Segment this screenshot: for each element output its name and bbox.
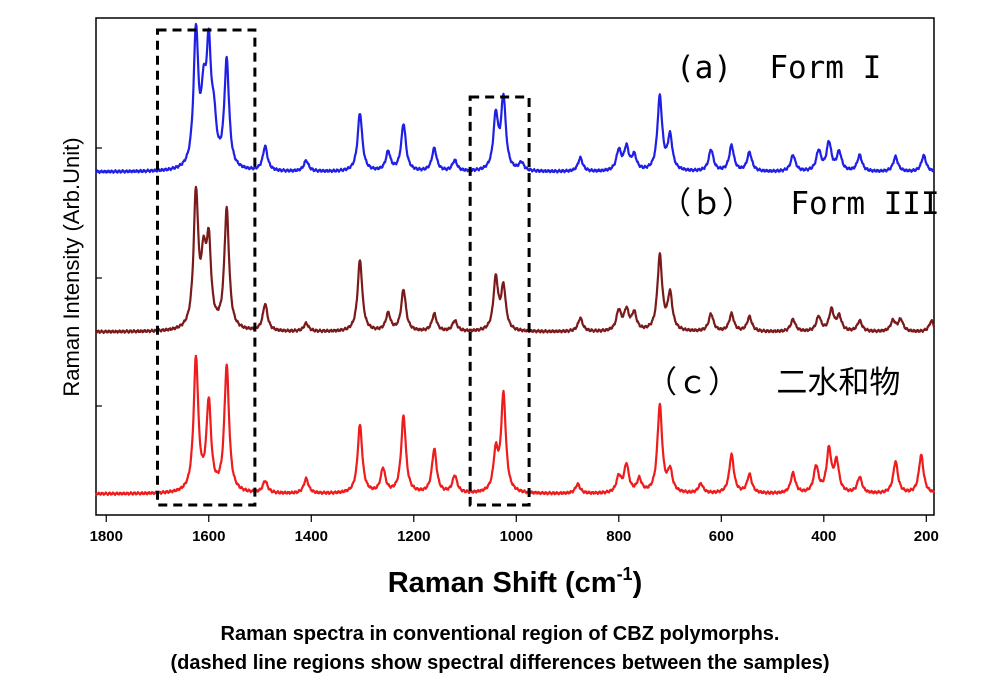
series-line-1 [95, 22, 935, 174]
x-tick-label: 400 [811, 528, 836, 545]
caption-line-2: (dashed line regions show spectral diffe… [170, 652, 830, 674]
highlight-regions [156, 28, 531, 507]
plot-frame [95, 17, 935, 516]
x-axis: 1800 1600 1400 1200 1000 800 600 400 200 [90, 515, 939, 545]
highlight-box-1 [156, 28, 257, 507]
x-tick-label: 800 [606, 528, 631, 545]
y-axis-ticks [96, 147, 102, 407]
highlight-box-2 [468, 95, 531, 507]
x-tick-label: 1400 [295, 528, 328, 545]
series-label-3: （ｃ） 二水和物 [646, 365, 900, 401]
x-tick-label: 1600 [192, 528, 225, 545]
series-labels: (a) Form I （ｂ） Form III （ｃ） 二水和物 [646, 50, 940, 401]
raman-chart: 1800 1600 1400 1200 1000 800 600 400 200 (a) For… [59, 17, 940, 599]
x-axis-title: Raman Shift (cm-1) [388, 564, 643, 599]
series-label-1: (a) Form I [676, 50, 881, 86]
x-tick-label: 200 [914, 528, 939, 545]
series-label-2: （ｂ） Form III [660, 186, 940, 222]
series-line-3 [94, 354, 936, 497]
x-tick-label: 600 [709, 528, 734, 545]
x-tick-label: 1000 [500, 528, 533, 545]
x-tick-label: 1800 [90, 528, 123, 545]
series-line-2 [94, 185, 936, 335]
caption-line-1: Raman spectra in conventional region of … [220, 623, 780, 645]
spectra-group [94, 22, 936, 497]
figure-caption: Raman spectra in conventional region of … [0, 620, 1000, 678]
y-axis-title: Raman Intensity (Arb.Unit) [59, 137, 84, 396]
x-tick-label: 1200 [397, 528, 430, 545]
